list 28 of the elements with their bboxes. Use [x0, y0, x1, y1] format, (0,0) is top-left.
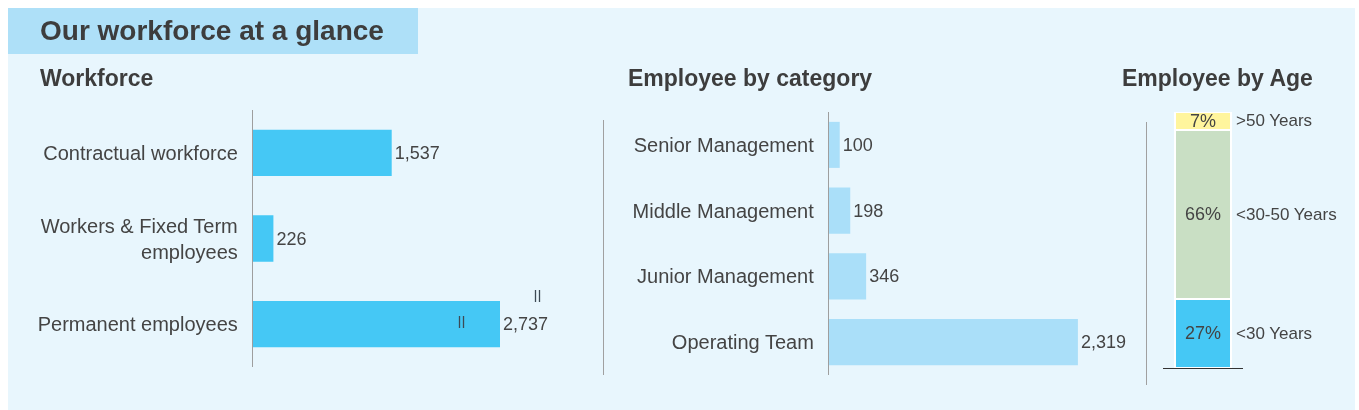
- bar: [829, 319, 1078, 366]
- data-label: 1,537: [394, 142, 440, 163]
- y-tick-label: Junior Management: [637, 265, 815, 288]
- data-label: 66%: [1184, 204, 1222, 225]
- bar: [829, 121, 840, 168]
- data-label: 2,319: [1080, 332, 1126, 353]
- y-tick-label: Middle Management: [632, 199, 815, 222]
- data-label: 27%: [1184, 323, 1222, 344]
- series-label: <30 Years: [1236, 324, 1313, 343]
- y-tick-label: Senior Management: [633, 133, 815, 156]
- series-label: <30-50 Years: [1236, 205, 1337, 224]
- chart-title: Employee by category: [628, 65, 873, 92]
- bar: [829, 253, 867, 300]
- series-label: >50 Years: [1236, 111, 1313, 130]
- data-label: 2,737: [503, 314, 549, 335]
- bar: [829, 187, 851, 234]
- chart-title: Workforce: [40, 65, 154, 92]
- y-tick-label: Contractual workforce: [43, 141, 238, 164]
- data-label: 346: [869, 266, 900, 287]
- y-tick-label: Operating Team: [671, 331, 814, 354]
- chart-title: Employee by Age: [1122, 65, 1313, 92]
- data-label: 226: [276, 228, 307, 249]
- y-tick-label: Workers & Fixed Term employees: [40, 214, 238, 263]
- data-label: 7%: [1189, 110, 1217, 131]
- data-label: 198: [853, 200, 884, 221]
- y-tick-label: Permanent employees: [37, 313, 238, 336]
- data-label: 100: [842, 134, 873, 155]
- text: Our workforce at a glance: [8, 8, 418, 54]
